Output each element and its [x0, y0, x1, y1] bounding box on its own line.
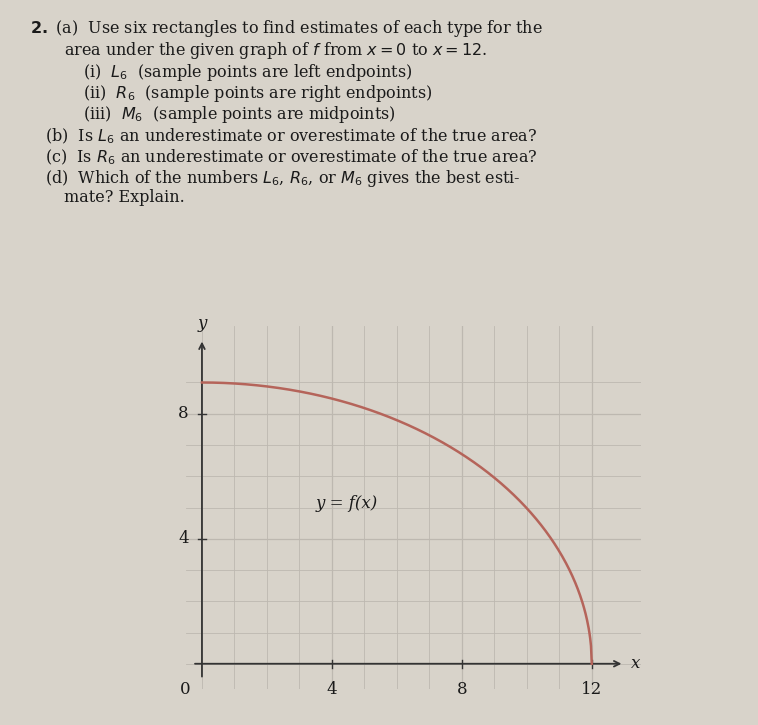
Text: (ii)  $R_6$  (sample points are right endpoints): (ii) $R_6$ (sample points are right endp… [83, 83, 433, 104]
Text: (i)  $L_6$  (sample points are left endpoints): (i) $L_6$ (sample points are left endpoi… [83, 62, 412, 83]
Text: 8: 8 [178, 405, 189, 422]
Text: 0: 0 [180, 681, 190, 698]
Text: (c)  Is $R_6$ an underestimate or overestimate of the true area?: (c) Is $R_6$ an underestimate or overest… [45, 147, 538, 167]
Text: area under the given graph of $f$ from $x = 0$ to $x = 12$.: area under the given graph of $f$ from $… [64, 40, 488, 61]
Text: $\mathbf{2.}$ (a)  Use six rectangles to find estimates of each type for the: $\mathbf{2.}$ (a) Use six rectangles to … [30, 18, 543, 39]
Text: 12: 12 [581, 681, 603, 698]
Text: 4: 4 [178, 530, 189, 547]
Text: 8: 8 [456, 681, 467, 698]
Text: mate? Explain.: mate? Explain. [64, 189, 185, 206]
Text: y = f(x): y = f(x) [315, 494, 378, 512]
Text: (d)  Which of the numbers $L_6$, $R_6$, or $M_6$ gives the best esti-: (d) Which of the numbers $L_6$, $R_6$, o… [45, 168, 522, 189]
Text: (b)  Is $L_6$ an underestimate or overestimate of the true area?: (b) Is $L_6$ an underestimate or overest… [45, 126, 537, 146]
Text: y: y [197, 315, 207, 333]
Text: (iii)  $M_6$  (sample points are midpoints): (iii) $M_6$ (sample points are midpoints… [83, 104, 396, 125]
Text: 4: 4 [327, 681, 337, 698]
Text: x: x [631, 655, 641, 672]
